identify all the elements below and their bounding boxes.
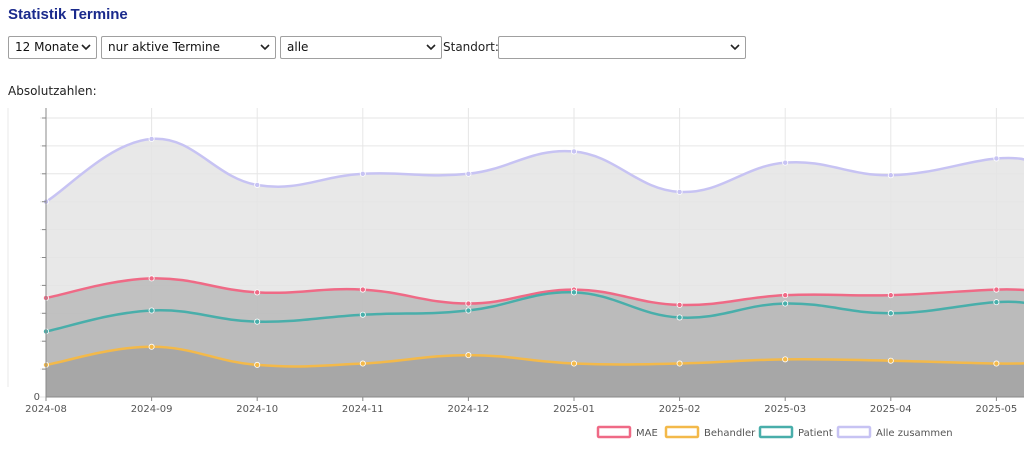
data-point-patient: [993, 299, 1000, 306]
chevron-down-icon: [81, 44, 91, 51]
data-point-mae: [359, 286, 366, 293]
data-point-alle-zusammen: [571, 148, 578, 155]
data-point-behandler: [676, 360, 683, 367]
standort-select[interactable]: [498, 36, 746, 59]
standort-label: Standort:: [443, 40, 499, 54]
chart-areas: [46, 138, 1024, 397]
data-point-patient: [359, 311, 366, 318]
area-behandler: [46, 346, 1024, 397]
data-point-mae: [676, 301, 683, 308]
legend-swatch-alle-zusammen: [836, 425, 872, 439]
data-point-behandler: [993, 360, 1000, 367]
data-point-patient: [782, 300, 789, 307]
y-tick-label: 0: [34, 392, 40, 403]
x-tick-label: 2024-12: [448, 404, 490, 415]
data-point-mae: [887, 292, 894, 299]
group-select[interactable]: alle: [280, 36, 442, 59]
data-point-mae: [148, 275, 155, 282]
period-select[interactable]: 12 Monate: [8, 36, 97, 59]
legend-label-behandler: Behandler: [704, 428, 756, 439]
x-tick-label: 2025-01: [553, 404, 595, 415]
series-line-behandler: [45, 345, 1024, 368]
x-tick-label: 2024-08: [25, 404, 67, 415]
data-point-behandler: [571, 360, 578, 367]
data-point-alle-zusammen: [782, 159, 789, 166]
x-tick-label: 2025-04: [870, 404, 912, 415]
series-line-mae: [45, 277, 1024, 307]
data-point-alle-zusammen: [254, 181, 261, 188]
chevron-down-icon: [730, 44, 740, 51]
data-point-mae: [993, 286, 1000, 293]
data-point-mae: [465, 300, 472, 307]
series-line-patient: [45, 291, 1024, 333]
legend-swatch-mae: [596, 425, 632, 439]
data-point-alle-zusammen: [465, 170, 472, 177]
data-point-alle-zusammen: [676, 188, 683, 195]
legend-swatch-patient: [758, 425, 794, 439]
data-point-behandler: [148, 343, 155, 350]
page-title: Statistik Termine: [8, 6, 128, 23]
section-label: Absolutzahlen:: [8, 84, 97, 98]
data-point-patient: [887, 310, 894, 317]
data-point-patient: [465, 307, 472, 314]
data-point-patient: [676, 314, 683, 321]
status-select-value: nur aktive Termine: [108, 40, 221, 54]
data-point-alle-zusammen: [887, 172, 894, 179]
chevron-down-icon: [260, 44, 270, 51]
status-select[interactable]: nur aktive Termine: [101, 36, 276, 59]
data-point-behandler: [782, 356, 789, 363]
chevron-down-icon: [426, 44, 436, 51]
chart-lines: [43, 135, 1024, 368]
data-point-mae: [782, 292, 789, 299]
data-point-patient: [148, 307, 155, 314]
data-point-behandler: [254, 361, 261, 368]
x-tick-label: 2024-09: [131, 404, 173, 415]
x-tick-label: 2025-03: [764, 404, 806, 415]
data-point-patient: [571, 289, 578, 296]
legend-label-mae: MAE: [636, 428, 658, 439]
series-line-alle-zusammen: [45, 137, 1024, 203]
x-tick-label: 2024-10: [236, 404, 278, 415]
data-point-behandler: [359, 360, 366, 367]
legend-swatch-behandler: [664, 425, 700, 439]
legend-label-alle-zusammen: Alle zusammen: [876, 428, 953, 439]
legend-label-patient: Patient: [798, 428, 833, 439]
group-select-value: alle: [287, 40, 309, 54]
data-point-behandler: [887, 357, 894, 364]
data-point-behandler: [465, 352, 472, 359]
x-tick-label: 2024-11: [342, 404, 384, 415]
data-point-patient: [254, 318, 261, 325]
data-point-mae: [254, 289, 261, 296]
data-point-alle-zusammen: [359, 170, 366, 177]
x-tick-label: 2025-02: [659, 404, 701, 415]
data-point-alle-zusammen: [993, 155, 1000, 162]
x-tick-label: 2025-05: [976, 404, 1018, 415]
period-select-value: 12 Monate: [15, 40, 79, 54]
data-point-alle-zusammen: [148, 135, 155, 142]
chart-legend: MAE Behandler Patient Alle zusammen: [596, 425, 953, 439]
